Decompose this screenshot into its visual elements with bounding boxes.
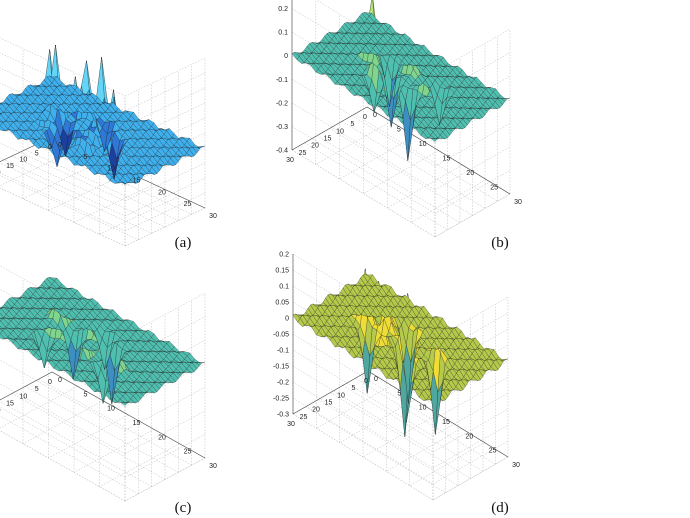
y-tick-label: 25 (489, 448, 497, 455)
z-tick-label: 0.2 (278, 6, 288, 13)
y-tick-label: 0 (58, 377, 62, 384)
y-tick-label: 30 (514, 199, 522, 206)
subplot-b: (b) 0.30.20.10-0.1-0.2-0.3-0.43025201510… (276, 0, 522, 251)
y-tick-label: 5 (397, 127, 401, 134)
subplot-d: (d) 0.2 0.15 0.1 0.05 0 -0.05 -0.1 -0.15 -0.2 -0.… (273, 252, 520, 517)
x-tick-label: 0 (364, 378, 368, 385)
y-tick-label: 10 (107, 166, 115, 173)
x-tick-label: 20 (0, 408, 1, 415)
y-tick-label: 15 (133, 178, 141, 185)
x-tick-label: 15 (325, 400, 333, 407)
subplot-c: (c) 0.30.20.10-0.1-0.2-0.3-0.43025201510… (0, 265, 217, 516)
surface-patch (365, 273, 373, 278)
z-tick-label: 0 (284, 53, 288, 60)
subplot-a: (a) 0.30.250.20.150.10.050-0.05-0.1-0.15… (0, 37, 217, 251)
x-tick-label: 15 (324, 136, 332, 143)
x-tick-label: 20 (0, 169, 1, 176)
x-tick-label: 30 (286, 157, 294, 164)
x-tick-label: 0 (363, 114, 367, 121)
x-tick-label: 10 (336, 128, 344, 135)
x-tick-label: 15 (6, 163, 14, 170)
caption-d: (d) (491, 500, 509, 516)
caption-a: (a) (175, 235, 192, 251)
z-tick-label: -0.1 (277, 348, 289, 355)
surface (292, 268, 509, 437)
y-tick-label: 20 (158, 434, 166, 441)
y-tick-label: 30 (209, 463, 217, 470)
y-tick-label: 15 (442, 419, 450, 426)
axes-box (0, 265, 206, 502)
z-tick-label: 0 (285, 316, 289, 323)
y-tick-label: 25 (490, 185, 498, 192)
caption-c: (c) (175, 500, 192, 516)
z-tick-label: -0.15 (273, 364, 289, 371)
z-tick-label: 0.2 (279, 252, 289, 259)
x-tick-label: 25 (300, 414, 308, 421)
y-tick-label: 20 (466, 170, 474, 177)
y-tick-label: 10 (419, 405, 427, 412)
y-tick-label: 5 (84, 391, 88, 398)
caption-b: (b) (491, 235, 509, 251)
y-tick-label: 10 (107, 406, 115, 413)
z-tick-label: 0.15 (275, 268, 289, 275)
x-tick-label: 0 (48, 379, 52, 386)
surface-patch (364, 12, 373, 16)
surface (0, 277, 206, 406)
x-tick-label: 20 (311, 143, 319, 150)
z-tick-label: -0.3 (277, 412, 289, 419)
y-tick-label: 10 (419, 141, 427, 148)
y-tick-label: 15 (443, 156, 451, 163)
y-tick-label: 0 (373, 112, 377, 119)
x-tick-label: 5 (352, 385, 356, 392)
x-tick-label: 10 (19, 393, 27, 400)
y-tick-label: 25 (184, 449, 192, 456)
x-tick-label: 5 (35, 386, 39, 393)
x-tick-label: 20 (312, 407, 320, 414)
y-tick-label: 5 (397, 390, 401, 397)
z-tick-label: -0.2 (276, 100, 288, 107)
z-tick-label: -0.4 (276, 148, 288, 155)
y-tick-label: 20 (465, 433, 473, 440)
z-tick-label: -0.1 (276, 77, 288, 84)
y-tick-label: 20 (158, 189, 166, 196)
surface (0, 44, 206, 185)
y-tick-label: 30 (209, 213, 217, 220)
x-tick-label: 5 (35, 150, 39, 157)
z-tick-label: -0.25 (273, 396, 289, 403)
axes-box (291, 0, 511, 238)
x-tick-label: 10 (19, 157, 27, 164)
x-tick-label: 0 (48, 144, 52, 151)
z-tick-label: -0.05 (273, 332, 289, 339)
y-tick-label: 30 (512, 462, 520, 469)
y-tick-label: 15 (133, 420, 141, 427)
surface-patch (49, 75, 58, 80)
z-tick-label: -0.2 (277, 380, 289, 387)
y-tick-label: 5 (84, 154, 88, 161)
x-tick-label: 30 (287, 421, 295, 428)
x-tick-label: 10 (337, 392, 345, 399)
y-tick-label: 0 (58, 142, 62, 149)
x-tick-label: 25 (299, 150, 307, 157)
z-tick-label: 0.05 (275, 300, 289, 307)
z-tick-label: 0.1 (279, 284, 289, 291)
y-tick-label: 0 (374, 376, 378, 383)
y-tick-label: 25 (184, 201, 192, 208)
z-tick-label: -0.3 (276, 124, 288, 131)
surface (291, 0, 511, 161)
surface-patch (49, 277, 58, 281)
x-tick-label: 5 (351, 121, 355, 128)
x-tick-label: 15 (6, 401, 14, 408)
surface-patch (0, 308, 2, 310)
z-tick-label: 0.1 (278, 30, 288, 37)
